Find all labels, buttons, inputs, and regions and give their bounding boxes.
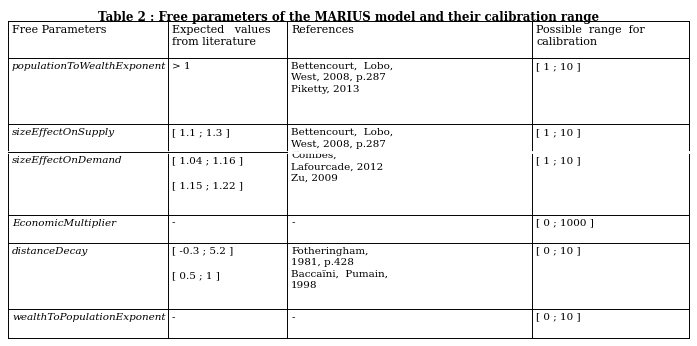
Text: -: - bbox=[291, 219, 295, 228]
Text: [ -0.3 ; 5.2 ]

[ 0.5 ; 1 ]: [ -0.3 ; 5.2 ] [ 0.5 ; 1 ] bbox=[172, 246, 233, 281]
Text: [ 0 ; 1000 ]: [ 0 ; 1000 ] bbox=[537, 219, 595, 228]
Text: [ 1 ; 10 ]: [ 1 ; 10 ] bbox=[537, 156, 581, 165]
Text: -: - bbox=[172, 219, 176, 228]
Text: sizeEffectOnDemand: sizeEffectOnDemand bbox=[12, 156, 123, 165]
Text: Bettencourt,  Lobo,
West, 2008, p.287
Combes,
Lafourcade, 2012
Zu, 2009: Bettencourt, Lobo, West, 2008, p.287 Com… bbox=[291, 128, 393, 183]
Text: > 1: > 1 bbox=[172, 62, 191, 71]
Text: EconomicMultiplier: EconomicMultiplier bbox=[12, 219, 116, 228]
Text: -: - bbox=[172, 313, 176, 322]
Text: [ 0 ; 10 ]: [ 0 ; 10 ] bbox=[537, 246, 581, 255]
Text: [ 1.1 ; 1.3 ]: [ 1.1 ; 1.3 ] bbox=[172, 128, 230, 137]
Text: References: References bbox=[291, 25, 354, 35]
Text: [ 1 ; 10 ]: [ 1 ; 10 ] bbox=[537, 128, 581, 137]
Text: Expected   values
from literature: Expected values from literature bbox=[172, 25, 270, 47]
Text: [ 0 ; 10 ]: [ 0 ; 10 ] bbox=[537, 313, 581, 322]
Text: populationToWealthExponent: populationToWealthExponent bbox=[12, 62, 167, 71]
Text: Table 2 : Free parameters of the MARIUS model and their calibration range: Table 2 : Free parameters of the MARIUS … bbox=[98, 11, 599, 24]
Text: Free Parameters: Free Parameters bbox=[12, 25, 107, 35]
Text: Possible  range  for
calibration: Possible range for calibration bbox=[537, 25, 645, 47]
Text: [ 1.04 ; 1.16 ]

[ 1.15 ; 1.22 ]: [ 1.04 ; 1.16 ] [ 1.15 ; 1.22 ] bbox=[172, 156, 243, 190]
Text: sizeEffectOnSupply: sizeEffectOnSupply bbox=[12, 128, 115, 137]
Text: -: - bbox=[291, 313, 295, 322]
Text: distanceDecay: distanceDecay bbox=[12, 246, 89, 255]
Text: Fotheringham,
1981, p.428
Baccaïni,  Pumain,
1998: Fotheringham, 1981, p.428 Baccaïni, Puma… bbox=[291, 246, 388, 290]
Text: wealthToPopulationExponent: wealthToPopulationExponent bbox=[12, 313, 165, 322]
Text: Bettencourt,  Lobo,
West, 2008, p.287
Piketty, 2013: Bettencourt, Lobo, West, 2008, p.287 Pik… bbox=[291, 62, 393, 94]
Text: [ 1 ; 10 ]: [ 1 ; 10 ] bbox=[537, 62, 581, 71]
